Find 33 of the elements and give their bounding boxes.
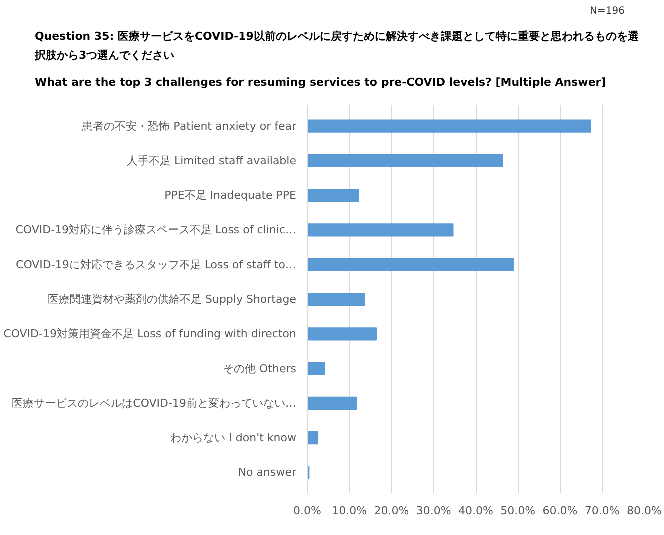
bar	[308, 432, 319, 445]
x-tick-label: 0.0%	[294, 504, 322, 518]
x-tick-label: 30.0%	[416, 504, 452, 518]
bar	[308, 292, 366, 306]
bar	[308, 224, 454, 237]
y-tick-label: 医療サービスのレベルはCOVID-19前と変わっていない…	[12, 396, 297, 410]
x-tick-label: 60.0%	[542, 504, 578, 518]
bar	[308, 258, 514, 272]
y-tick-label: PPE不足 Inadequate PPE	[164, 189, 297, 202]
x-tick-label: 10.0%	[332, 504, 368, 518]
x-tick-label: 80.0%	[627, 504, 662, 518]
text: N=196	[590, 5, 625, 19]
chart-title: Question 35: 医療サービスをCOVID-19以前のレベルに戻すために解決すべき課題として特に重要と思われるものを選択肢から3つ選んでください	[35, 29, 640, 64]
y-tick-label: 医療関連資材や薬剤の供給不足 Supply Shortage	[48, 293, 297, 306]
bar	[308, 396, 358, 410]
bar	[308, 362, 326, 376]
y-tick-label: COVID-19対策用資金不足 Loss of funding with directon	[4, 328, 297, 341]
x-tick-label: 50.0%	[500, 504, 536, 518]
y-tick-label: COVID-19に対応できるスタッフ不足 Loss of staff to…	[16, 258, 297, 272]
bar	[308, 328, 378, 341]
y-tick-label: No answer	[238, 466, 297, 480]
y-tick-label: COVID-19対応に伴う診療スペース不足 Loss of clinic…	[16, 224, 297, 237]
chart-subtitle: What are the top 3 challenges for resuming services to pre-COVID levels? [Multiple Answer]	[35, 75, 606, 91]
y-tick-label: 患者の不安・恐怖 Patient anxiety or fear	[81, 120, 297, 133]
x-tick-label: 20.0%	[374, 504, 410, 518]
bar	[308, 154, 504, 168]
x-tick-label: 40.0%	[458, 504, 494, 518]
bar	[308, 189, 360, 202]
bar	[308, 120, 592, 133]
y-tick-label: わからない I don't know	[170, 432, 297, 445]
y-tick-label: その他 Others	[223, 362, 297, 376]
x-tick-label: 70.0%	[584, 504, 620, 518]
y-tick-label: 人手不足 Limited staff available	[126, 154, 297, 168]
